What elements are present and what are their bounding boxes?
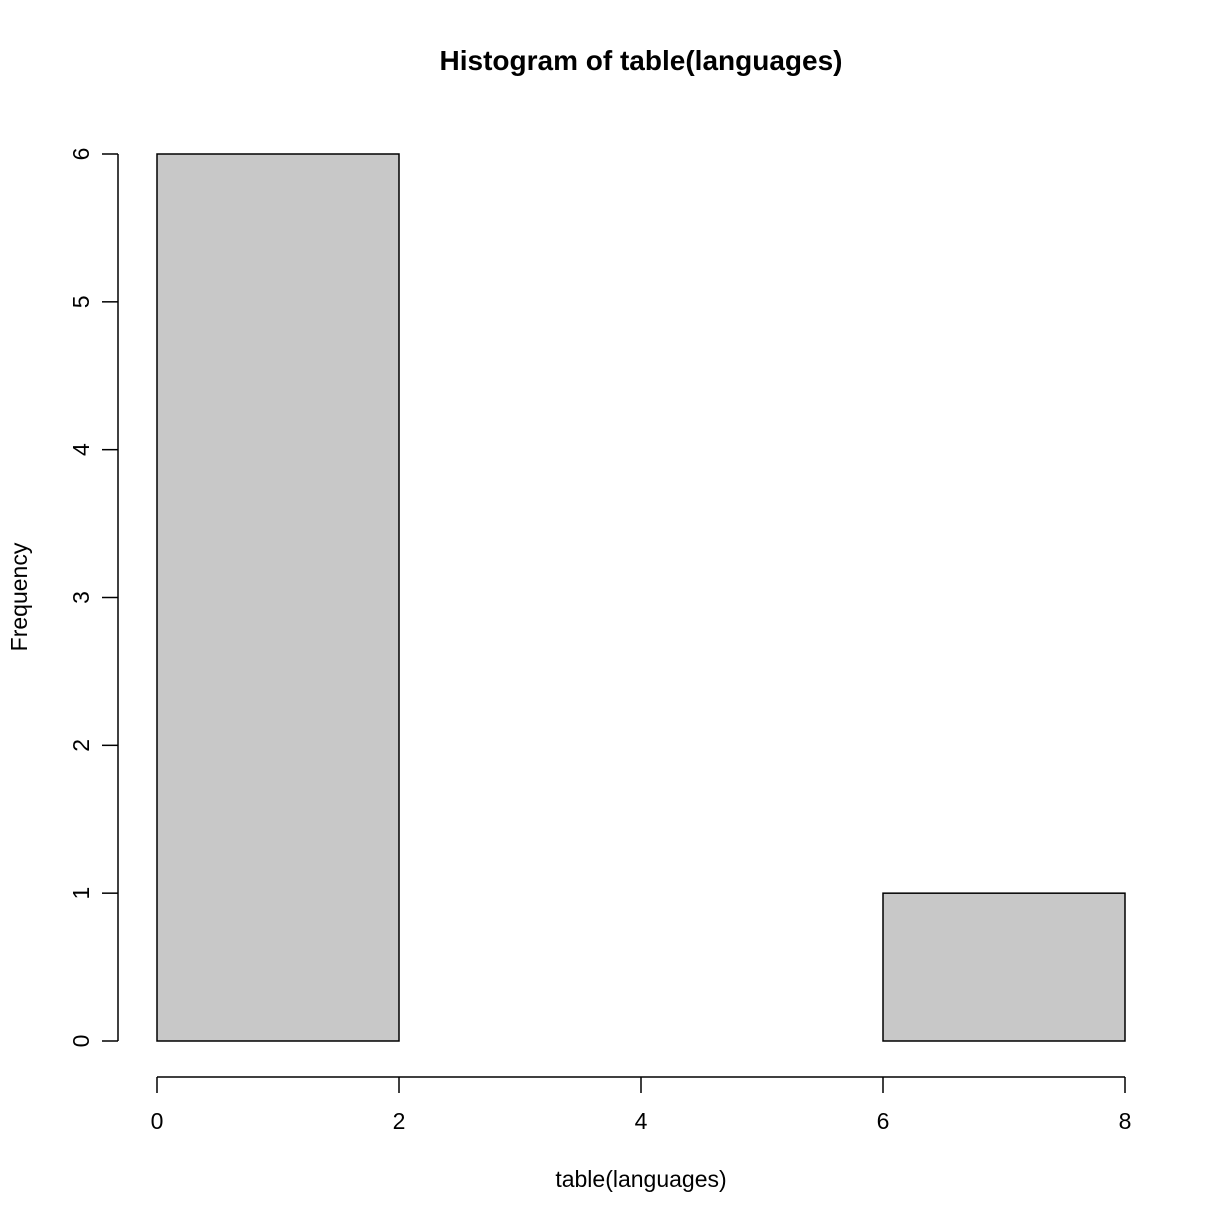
y-tick-label-3: 3 — [68, 591, 94, 604]
x-axis-label: table(languages) — [555, 1166, 726, 1192]
chart-title: Histogram of table(languages) — [440, 45, 843, 76]
y-axis-label: Frequency — [6, 542, 32, 651]
bars-group — [156, 153, 1126, 1042]
x-tick-label-4: 4 — [635, 1108, 648, 1134]
x-tick-label-0: 0 — [151, 1108, 164, 1134]
y-tick-label-2: 2 — [68, 739, 94, 752]
x-axis: 0 2 4 6 8 — [151, 1076, 1132, 1134]
histogram-bar-0 — [156, 153, 400, 1042]
x-tick-label-6: 6 — [877, 1108, 890, 1134]
y-axis: 0 1 2 3 4 5 6 — [68, 148, 119, 1048]
y-tick-label-1: 1 — [68, 887, 94, 900]
x-tick-label-2: 2 — [393, 1108, 406, 1134]
histogram-bar-3 — [882, 892, 1126, 1042]
x-tick-label-8: 8 — [1119, 1108, 1132, 1134]
y-tick-label-0: 0 — [68, 1035, 94, 1048]
y-tick-label-4: 4 — [68, 443, 94, 456]
y-tick-label-5: 5 — [68, 295, 94, 308]
y-tick-label-6: 6 — [68, 148, 94, 161]
